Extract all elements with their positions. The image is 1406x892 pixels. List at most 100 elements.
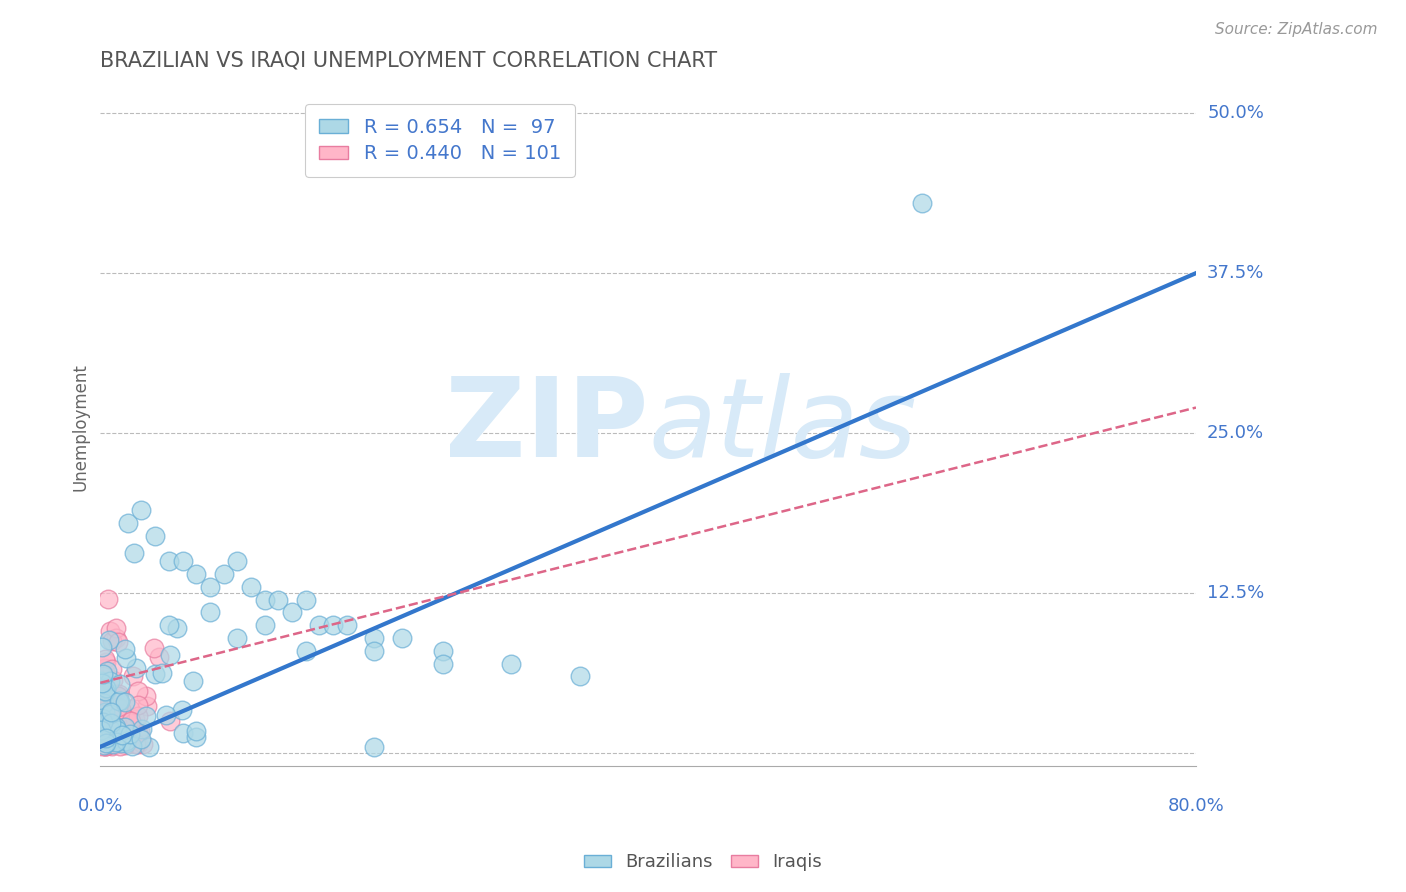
Point <box>91 728 114 742</box>
Point <box>135 689 157 703</box>
Point <box>135 709 157 723</box>
Point <box>98 624 121 639</box>
Point <box>103 729 125 743</box>
Point <box>94 683 117 698</box>
Point <box>186 566 208 581</box>
Point <box>93 739 115 753</box>
Point <box>90 697 112 711</box>
Point <box>96 733 118 747</box>
Point <box>294 644 316 658</box>
Point <box>172 554 194 568</box>
Point <box>104 720 127 734</box>
Point <box>90 723 112 737</box>
Point <box>501 657 523 671</box>
Point <box>281 606 304 620</box>
Point <box>94 661 117 675</box>
Point <box>101 739 124 753</box>
Point <box>117 714 139 729</box>
Point <box>104 621 127 635</box>
Point <box>108 706 131 721</box>
Point <box>101 689 124 703</box>
Point <box>94 656 117 670</box>
Point <box>96 729 118 743</box>
Point <box>97 633 120 648</box>
Point <box>105 734 128 748</box>
Point <box>98 734 121 748</box>
Y-axis label: Unemployment: Unemployment <box>72 363 89 491</box>
Point <box>432 644 454 658</box>
Point <box>108 694 131 708</box>
Point <box>91 730 114 744</box>
Text: 0.0%: 0.0% <box>77 797 124 814</box>
Point <box>91 721 114 735</box>
Point <box>115 650 138 665</box>
Point <box>114 720 136 734</box>
Point <box>127 725 149 739</box>
Legend: Brazilians, Iraqis: Brazilians, Iraqis <box>576 847 830 879</box>
Point <box>267 592 290 607</box>
Point <box>118 701 141 715</box>
Point <box>131 722 153 736</box>
Point <box>100 734 122 748</box>
Point <box>90 673 112 688</box>
Point <box>93 712 115 726</box>
Point <box>121 668 143 682</box>
Point <box>120 727 142 741</box>
Point <box>107 720 129 734</box>
Point <box>105 723 128 738</box>
Point <box>117 713 139 727</box>
Point <box>96 726 118 740</box>
Point <box>91 739 114 753</box>
Point <box>107 634 129 648</box>
Point <box>94 652 117 666</box>
Point <box>108 739 131 753</box>
Point <box>114 642 136 657</box>
Point <box>90 729 112 743</box>
Text: 80.0%: 80.0% <box>1167 797 1225 814</box>
Point <box>110 736 132 750</box>
Point <box>104 687 127 701</box>
Point <box>110 676 132 690</box>
Point <box>91 669 114 683</box>
Point <box>363 644 385 658</box>
Point <box>94 725 117 739</box>
Point <box>104 631 127 645</box>
Point <box>127 708 149 723</box>
Point <box>94 705 117 719</box>
Point <box>93 731 115 745</box>
Point <box>157 554 180 568</box>
Point <box>115 734 138 748</box>
Point <box>98 706 121 721</box>
Point <box>122 546 145 560</box>
Point <box>94 679 117 693</box>
Point <box>91 724 114 739</box>
Point <box>308 618 330 632</box>
Text: BRAZILIAN VS IRAQI UNEMPLOYMENT CORRELATION CHART: BRAZILIAN VS IRAQI UNEMPLOYMENT CORRELAT… <box>100 51 717 70</box>
Point <box>121 739 143 753</box>
Point <box>143 641 166 656</box>
Point <box>91 733 114 747</box>
Point <box>114 738 136 752</box>
Point <box>226 631 249 645</box>
Point <box>97 592 120 607</box>
Text: ZIP: ZIP <box>444 373 648 480</box>
Point <box>148 649 170 664</box>
Point <box>105 735 128 749</box>
Legend: R = 0.654   N =  97, R = 0.440   N = 101: R = 0.654 N = 97, R = 0.440 N = 101 <box>305 104 575 177</box>
Point <box>159 648 181 662</box>
Point <box>91 675 114 690</box>
Point <box>96 739 118 754</box>
Point <box>110 702 132 716</box>
Point <box>90 678 112 692</box>
Point <box>166 621 188 635</box>
Point <box>91 714 114 729</box>
Point <box>90 714 112 729</box>
Point <box>94 739 117 753</box>
Point <box>159 714 181 728</box>
Point <box>90 675 112 690</box>
Point <box>125 661 148 675</box>
Point <box>100 705 122 719</box>
Point <box>93 717 115 731</box>
Point <box>96 732 118 747</box>
Point <box>226 554 249 568</box>
